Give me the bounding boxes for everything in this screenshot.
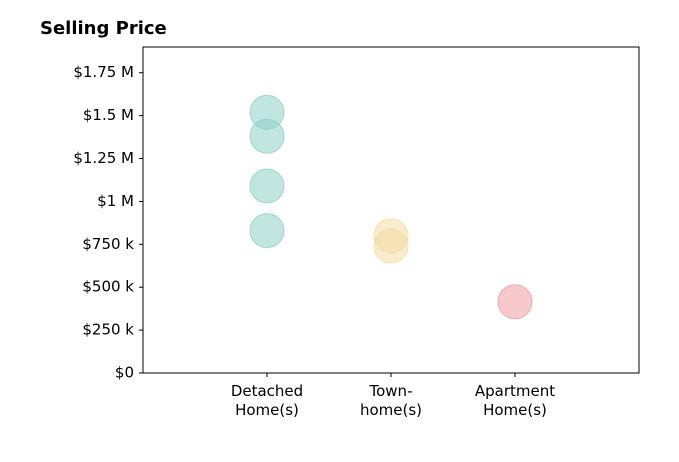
point — [249, 213, 285, 249]
y-tick-label: $1.5 M — [83, 106, 134, 124]
point — [249, 118, 285, 154]
plot-frame — [142, 46, 640, 374]
y-tick-label: $1 M — [97, 192, 134, 210]
y-tick-label: $0 — [115, 364, 134, 382]
y-tick-label: $750 k — [82, 235, 134, 253]
x-tick-label: Apartment Home(s) — [474, 382, 556, 419]
chart-title: Selling Price — [40, 18, 167, 39]
x-tick-label: Detached Home(s) — [230, 382, 304, 419]
y-tick-label: $1.75 M — [73, 63, 134, 81]
y-tick-label: $500 k — [82, 278, 134, 296]
point — [249, 168, 285, 204]
y-tick-label: $250 k — [82, 321, 134, 339]
point — [497, 284, 533, 320]
point — [373, 228, 409, 264]
y-tick-label: $1.25 M — [73, 149, 134, 167]
x-tick-label: Town- home(s) — [359, 382, 423, 419]
